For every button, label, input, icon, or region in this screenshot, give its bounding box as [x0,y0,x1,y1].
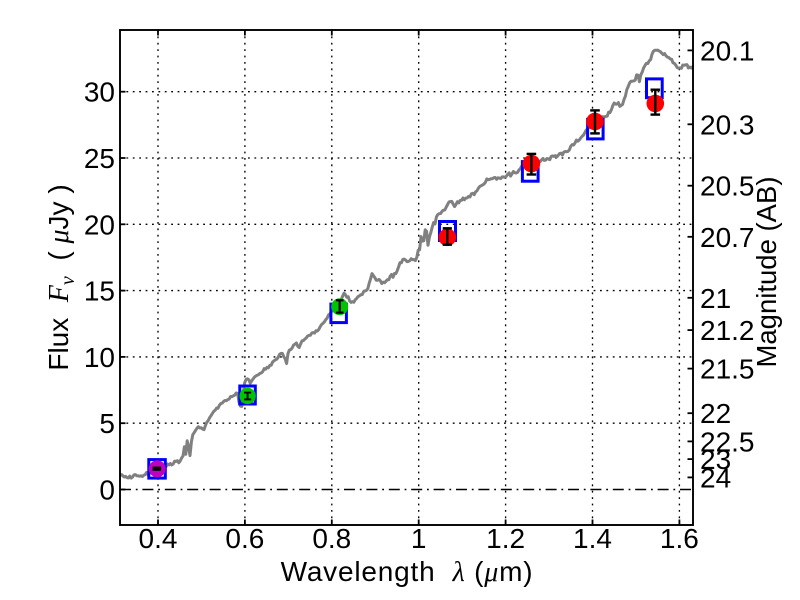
svg-text:1.2: 1.2 [486,523,525,554]
svg-text:20.5: 20.5 [700,171,755,202]
svg-text:20: 20 [84,209,115,240]
svg-text:1.6: 1.6 [660,523,699,554]
svg-text:21.5: 21.5 [700,354,755,385]
svg-text:0.4: 0.4 [139,523,178,554]
svg-text:20.7: 20.7 [700,222,755,253]
svg-text:22.5: 22.5 [700,426,755,457]
svg-text:21: 21 [700,283,731,314]
svg-text:0.6: 0.6 [225,523,264,554]
svg-text:30: 30 [84,77,115,108]
svg-text:0.8: 0.8 [312,523,351,554]
svg-text:0: 0 [99,475,115,506]
svg-text:Magnitude (AB): Magnitude (AB) [751,176,782,367]
svg-text:20.3: 20.3 [700,109,755,140]
svg-text:Wavelength λ (μm): Wavelength λ (μm) [281,556,534,588]
svg-text:15: 15 [84,276,115,307]
svg-text:1.4: 1.4 [573,523,612,554]
svg-text:5: 5 [99,408,115,439]
svg-text:1: 1 [411,523,427,554]
svg-text:25: 25 [84,143,115,174]
svg-text:23: 23 [700,444,731,475]
svg-text:21.2: 21.2 [700,315,755,346]
svg-text:22: 22 [700,398,731,429]
svg-text:20.1: 20.1 [700,35,755,66]
svg-text:10: 10 [84,342,115,373]
svg-text:24: 24 [700,462,731,493]
